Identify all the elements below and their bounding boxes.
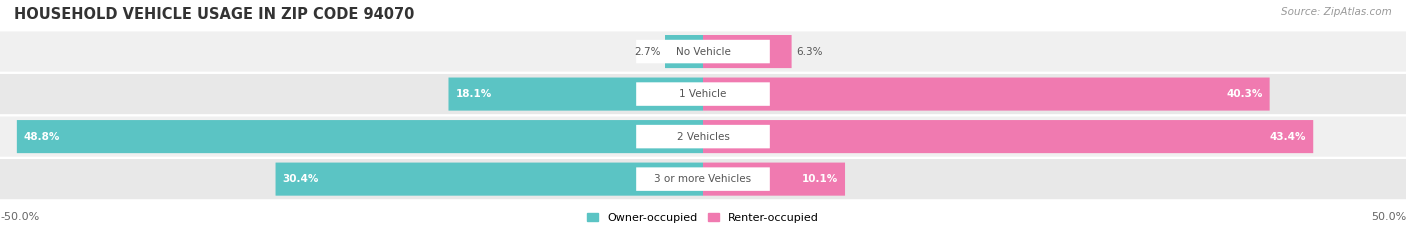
FancyBboxPatch shape	[636, 82, 770, 106]
FancyBboxPatch shape	[0, 74, 1406, 114]
FancyBboxPatch shape	[17, 120, 703, 153]
FancyBboxPatch shape	[703, 35, 792, 68]
Legend: Owner-occupied, Renter-occupied: Owner-occupied, Renter-occupied	[582, 209, 824, 227]
FancyBboxPatch shape	[636, 167, 770, 191]
FancyBboxPatch shape	[0, 159, 1406, 199]
Text: -50.0%: -50.0%	[0, 212, 39, 222]
Text: 40.3%: 40.3%	[1226, 89, 1263, 99]
FancyBboxPatch shape	[703, 163, 845, 196]
FancyBboxPatch shape	[636, 125, 770, 148]
Text: 2 Vehicles: 2 Vehicles	[676, 132, 730, 142]
Text: 1 Vehicle: 1 Vehicle	[679, 89, 727, 99]
Text: 6.3%: 6.3%	[796, 47, 823, 57]
FancyBboxPatch shape	[449, 78, 703, 111]
FancyBboxPatch shape	[665, 35, 703, 68]
Text: 2.7%: 2.7%	[634, 47, 661, 57]
FancyBboxPatch shape	[276, 163, 703, 196]
Text: 50.0%: 50.0%	[1371, 212, 1406, 222]
Text: 48.8%: 48.8%	[24, 132, 60, 142]
Text: 30.4%: 30.4%	[283, 174, 319, 184]
Text: 3 or more Vehicles: 3 or more Vehicles	[654, 174, 752, 184]
Text: Source: ZipAtlas.com: Source: ZipAtlas.com	[1281, 7, 1392, 17]
Text: HOUSEHOLD VEHICLE USAGE IN ZIP CODE 94070: HOUSEHOLD VEHICLE USAGE IN ZIP CODE 9407…	[14, 7, 415, 22]
FancyBboxPatch shape	[636, 40, 770, 63]
FancyBboxPatch shape	[703, 78, 1270, 111]
Text: 43.4%: 43.4%	[1270, 132, 1306, 142]
Text: No Vehicle: No Vehicle	[675, 47, 731, 57]
FancyBboxPatch shape	[0, 116, 1406, 157]
Text: 18.1%: 18.1%	[456, 89, 492, 99]
FancyBboxPatch shape	[0, 31, 1406, 72]
Text: 10.1%: 10.1%	[801, 174, 838, 184]
FancyBboxPatch shape	[703, 120, 1313, 153]
